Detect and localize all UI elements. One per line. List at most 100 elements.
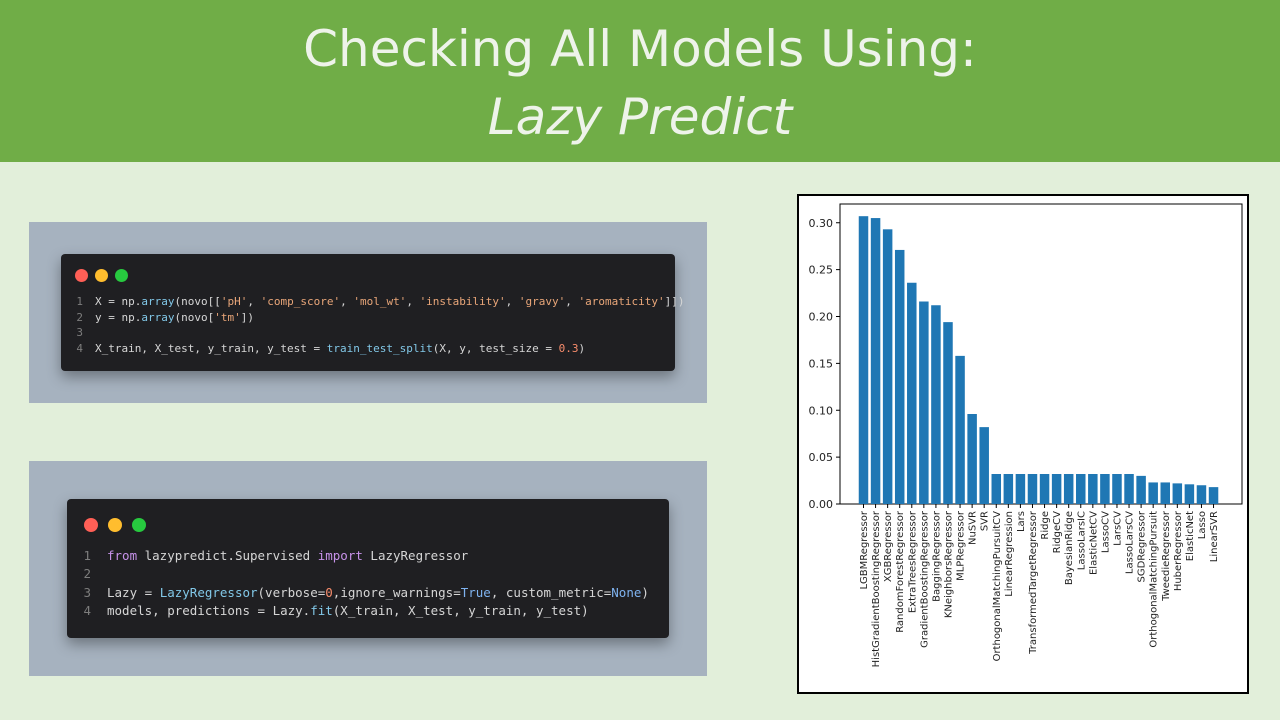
bar (1063, 474, 1074, 504)
minimize-dot-icon (108, 518, 122, 532)
x-category-label: LarsCV (1112, 511, 1123, 546)
code-token: 0 (325, 584, 333, 600)
code-token: 0.3 (558, 341, 579, 355)
bar (967, 414, 977, 504)
y-tick-label: 0.25 (809, 264, 834, 277)
bar (1124, 474, 1134, 504)
line-number: 1 (76, 295, 83, 308)
code-token: , (247, 295, 261, 308)
x-category-label: Lars (1016, 511, 1027, 532)
code-token: models, predictions = Lazy. (107, 602, 311, 618)
y-tick-label: 0.05 (809, 451, 834, 464)
x-category-label: KNeighborsRegressor (943, 510, 954, 618)
code-token: (X_train, X_test, y_train, y_test) (332, 602, 589, 618)
code-token: array (141, 295, 175, 308)
code-token: LazyRegressor (159, 584, 258, 600)
x-category-label: SVR (980, 511, 991, 531)
code-token: 'instability' (419, 295, 506, 308)
code-token: LazyRegressor (362, 548, 469, 563)
bar (894, 249, 905, 504)
close-dot-icon (75, 269, 88, 282)
code-token: 'aromaticity' (578, 295, 665, 308)
code-token: , (565, 295, 579, 308)
bar (943, 322, 953, 504)
x-category-label: SGDRegressor (1137, 510, 1148, 582)
code-token: , (340, 295, 354, 308)
bar (1208, 487, 1219, 504)
y-tick-label: 0.20 (809, 311, 834, 324)
bar (882, 229, 893, 504)
x-category-label: HistGradientBoostingRegressor (871, 510, 882, 667)
bar (1015, 474, 1026, 504)
x-category-label: LassoLarsIC (1076, 511, 1087, 570)
x-category-label: LassoCV (1100, 511, 1111, 553)
x-category-label: OrthogonalMatchingPursuitCV (992, 511, 1003, 662)
x-category-label: ElasticNetCV (1088, 511, 1099, 575)
bar (1039, 474, 1050, 504)
bar (1172, 483, 1183, 504)
maximize-dot-icon (115, 269, 128, 282)
x-category-label: TransformedTargetRegressor (1028, 510, 1039, 655)
x-category-label: ElasticNet (1185, 511, 1196, 561)
bar (1148, 482, 1158, 504)
code-token: None (611, 584, 642, 600)
code-token: , custom_metric= (490, 584, 612, 600)
bar (1184, 484, 1195, 504)
line-number: 3 (76, 326, 83, 340)
code-token: True (460, 584, 491, 600)
code-token: ) (641, 584, 649, 600)
line-number: 3 (83, 584, 91, 600)
slide-title: Checking All Models Using: (303, 20, 977, 78)
code-token: y = np. (95, 310, 142, 324)
x-category-label: OrthogonalMatchingPursuit (1149, 511, 1160, 648)
bar (955, 355, 965, 504)
line-number: 4 (76, 341, 83, 355)
code-token: 'tm' (214, 310, 241, 324)
code-token: 'mol_wt' (353, 295, 407, 308)
code-token: fit (310, 602, 333, 618)
x-category-label: Ridge (1040, 511, 1051, 540)
code-token: (X, y, test_size = (432, 341, 559, 355)
code-token: lazypredict.Supervised (137, 548, 318, 563)
line-number: 2 (83, 566, 91, 582)
x-category-label: LinearSVR (1209, 511, 1220, 562)
x-category-label: NuSVR (968, 511, 979, 545)
code-token: X_train, X_test, y_train, y_test = (95, 341, 327, 355)
x-category-label: Lasso (1197, 511, 1208, 539)
line-number: 1 (83, 548, 91, 563)
y-tick-label: 0.10 (809, 404, 834, 417)
code-window-2: 1 from lazypredict.Supervised import Lazy… (67, 499, 669, 638)
bar (979, 427, 989, 504)
code-token: ]]) (664, 295, 685, 308)
bar (858, 216, 869, 504)
code-token: (novo[[ (174, 295, 221, 308)
code-token: train_test_split (326, 341, 433, 355)
code-token: ,ignore_warnings= (332, 584, 461, 600)
y-tick-label: 0.00 (809, 498, 834, 511)
maximize-dot-icon (132, 518, 146, 532)
bar (1088, 474, 1098, 504)
bar (1076, 474, 1086, 504)
code-token: ) (578, 341, 586, 355)
code-token: 'pH' (220, 295, 248, 308)
code-token: (novo[ (174, 310, 215, 324)
code-line: 2 (67, 566, 107, 582)
y-tick-label: 0.30 (809, 217, 834, 230)
model-score-chart: 0.00 0.05 0.10 0.15 0.20 0.25 0.30 LGBMRegresso… (797, 194, 1249, 694)
code-token: 'comp_score' (260, 295, 341, 308)
x-category-label: LinearRegression (1004, 511, 1015, 597)
bar (1196, 485, 1207, 504)
code-line: 2 y = np.array(novo['tm']) (61, 311, 254, 325)
code-token: import (317, 548, 363, 563)
code-token: 'gravy' (518, 295, 566, 308)
code-token: array (141, 310, 175, 324)
x-category-label: RidgeCV (1052, 511, 1063, 554)
bar (1027, 474, 1038, 504)
slide-subtitle: Lazy Predict (487, 88, 793, 146)
bar (919, 301, 929, 504)
x-category-label: GradientBoostingRegressor (919, 510, 930, 648)
code-line: 3 (61, 326, 95, 340)
x-category-label: BayesianRidge (1064, 511, 1075, 585)
